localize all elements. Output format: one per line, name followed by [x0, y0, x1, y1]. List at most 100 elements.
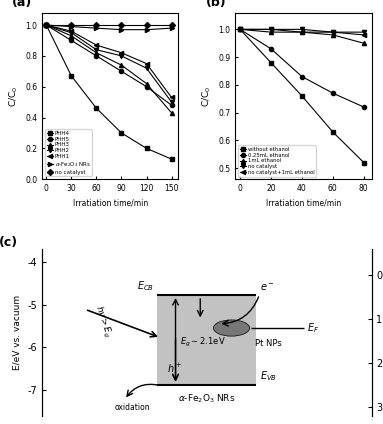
- $\alpha$-Fe$_2$O$_3$ NRs: [69, 24, 74, 29]
- no catalyst: [238, 27, 242, 32]
- 1mL ethanol: [269, 30, 273, 35]
- PHH2: [119, 53, 124, 59]
- Line: no catalyst+1mL ethanol: no catalyst+1mL ethanol: [238, 27, 366, 37]
- PHH2: [94, 47, 99, 52]
- Text: (a): (a): [12, 0, 33, 9]
- no catalyst+1mL ethanol: [269, 27, 273, 32]
- no catalyst+1mL ethanol: [362, 32, 366, 37]
- $\alpha$-Fe$_2$O$_3$ NRs: [44, 22, 49, 28]
- Text: $h\nu$$>$$E_g$: $h\nu$$>$$E_g$: [92, 304, 115, 339]
- 1mL ethanol: [238, 27, 242, 32]
- Text: $e^-$: $e^-$: [260, 282, 274, 293]
- X-axis label: Irratiation time/min: Irratiation time/min: [72, 198, 148, 208]
- 1mL ethanol: [300, 30, 304, 35]
- Text: $\alpha$-Fe$_2$O$_3$ NRs: $\alpha$-Fe$_2$O$_3$ NRs: [178, 393, 236, 405]
- Text: $E_{CB}$: $E_{CB}$: [137, 280, 154, 293]
- PHH4: [169, 156, 174, 162]
- PHH2: [44, 22, 49, 28]
- Y-axis label: C/C$_0$: C/C$_0$: [7, 85, 20, 106]
- 1mL ethanol: [331, 32, 335, 37]
- no catalyst: [144, 22, 149, 28]
- PHH1: [94, 42, 99, 47]
- 0.25mL ethanol: [269, 46, 273, 51]
- PHH1: [169, 95, 174, 100]
- no catalyst: [119, 22, 124, 28]
- Text: $h^+$: $h^+$: [167, 362, 182, 375]
- Text: (c): (c): [0, 236, 18, 249]
- Line: 1mL ethanol: 1mL ethanol: [238, 27, 366, 45]
- X-axis label: Irratiation time/min: Irratiation time/min: [266, 198, 341, 208]
- 0.25mL ethanol: [300, 74, 304, 79]
- without ethanol: [300, 93, 304, 98]
- Line: PHH4: PHH4: [44, 23, 173, 161]
- PHH3: [69, 33, 74, 39]
- PHH5: [144, 84, 149, 89]
- no catalyst: [269, 27, 273, 32]
- Legend: without ethanol, 0.25mL ethanol, 1mL ethanol, no catalyst, no catalyst+1mL ethan: without ethanol, 0.25mL ethanol, 1mL eth…: [238, 145, 316, 176]
- $\alpha$-Fe$_2$O$_3$ NRs: [94, 25, 99, 31]
- PHH3: [94, 50, 99, 56]
- Y-axis label: C/C$_0$: C/C$_0$: [200, 85, 213, 106]
- Line: no catalyst: no catalyst: [44, 23, 173, 27]
- PHH5: [169, 103, 174, 108]
- Line: $\alpha$-Fe$_2$O$_3$ NRs: $\alpha$-Fe$_2$O$_3$ NRs: [44, 23, 173, 32]
- no catalyst: [362, 30, 366, 35]
- no catalyst+1mL ethanol: [238, 27, 242, 32]
- PHH3: [169, 110, 174, 115]
- PHH5: [119, 69, 124, 74]
- Ellipse shape: [213, 320, 250, 336]
- no catalyst: [69, 22, 74, 28]
- 0.25mL ethanol: [362, 104, 366, 109]
- Line: PHH5: PHH5: [44, 23, 173, 107]
- PHH1: [44, 22, 49, 28]
- 1mL ethanol: [362, 41, 366, 46]
- PHH4: [119, 131, 124, 136]
- no catalyst: [331, 30, 335, 35]
- Line: without ethanol: without ethanol: [238, 27, 366, 165]
- PHH4: [44, 22, 49, 28]
- PHH3: [44, 22, 49, 28]
- no catalyst: [94, 22, 99, 28]
- without ethanol: [331, 129, 335, 134]
- PHH4: [69, 73, 74, 78]
- $\alpha$-Fe$_2$O$_3$ NRs: [144, 27, 149, 32]
- PHH2: [69, 30, 74, 35]
- without ethanol: [269, 60, 273, 65]
- PHH3: [144, 81, 149, 86]
- PHH3: [119, 63, 124, 68]
- no catalyst: [44, 22, 49, 28]
- Line: PHH1: PHH1: [44, 23, 173, 100]
- PHH2: [144, 66, 149, 71]
- PHH4: [94, 106, 99, 111]
- Line: PHH3: PHH3: [44, 23, 173, 115]
- Text: $E_F$: $E_F$: [307, 321, 319, 335]
- no catalyst+1mL ethanol: [300, 30, 304, 35]
- PHH1: [119, 50, 124, 56]
- Bar: [157, 295, 256, 385]
- without ethanol: [362, 160, 366, 165]
- Y-axis label: E/eV vs. vacuum: E/eV vs. vacuum: [13, 295, 22, 370]
- no catalyst: [169, 22, 174, 28]
- $\alpha$-Fe$_2$O$_3$ NRs: [119, 27, 124, 32]
- Line: PHH2: PHH2: [44, 23, 173, 104]
- Text: Pt NPs: Pt NPs: [255, 339, 282, 348]
- PHH1: [144, 61, 149, 66]
- no catalyst: [300, 27, 304, 32]
- PHH5: [44, 22, 49, 28]
- Text: oxidation: oxidation: [115, 403, 150, 412]
- Legend: PHH4, PHH5, PHH3, PHH2, PHH1, $\alpha$-Fe$_2$O$_3$ NRs, no catalyst: PHH4, PHH5, PHH3, PHH2, PHH1, $\alpha$-F…: [45, 129, 92, 176]
- PHH5: [69, 38, 74, 43]
- Text: $E_g$$\sim$2.1eV: $E_g$$\sim$2.1eV: [180, 335, 226, 349]
- 0.25mL ethanol: [331, 91, 335, 96]
- without ethanol: [238, 27, 242, 32]
- 0.25mL ethanol: [238, 27, 242, 32]
- Text: $E_{VB}$: $E_{VB}$: [260, 369, 277, 383]
- PHH2: [169, 100, 174, 105]
- Line: no catalyst: no catalyst: [238, 27, 366, 34]
- PHH4: [144, 146, 149, 151]
- no catalyst+1mL ethanol: [331, 30, 335, 35]
- Line: 0.25mL ethanol: 0.25mL ethanol: [238, 27, 366, 109]
- $\alpha$-Fe$_2$O$_3$ NRs: [169, 25, 174, 31]
- PHH5: [94, 53, 99, 59]
- PHH1: [69, 29, 74, 34]
